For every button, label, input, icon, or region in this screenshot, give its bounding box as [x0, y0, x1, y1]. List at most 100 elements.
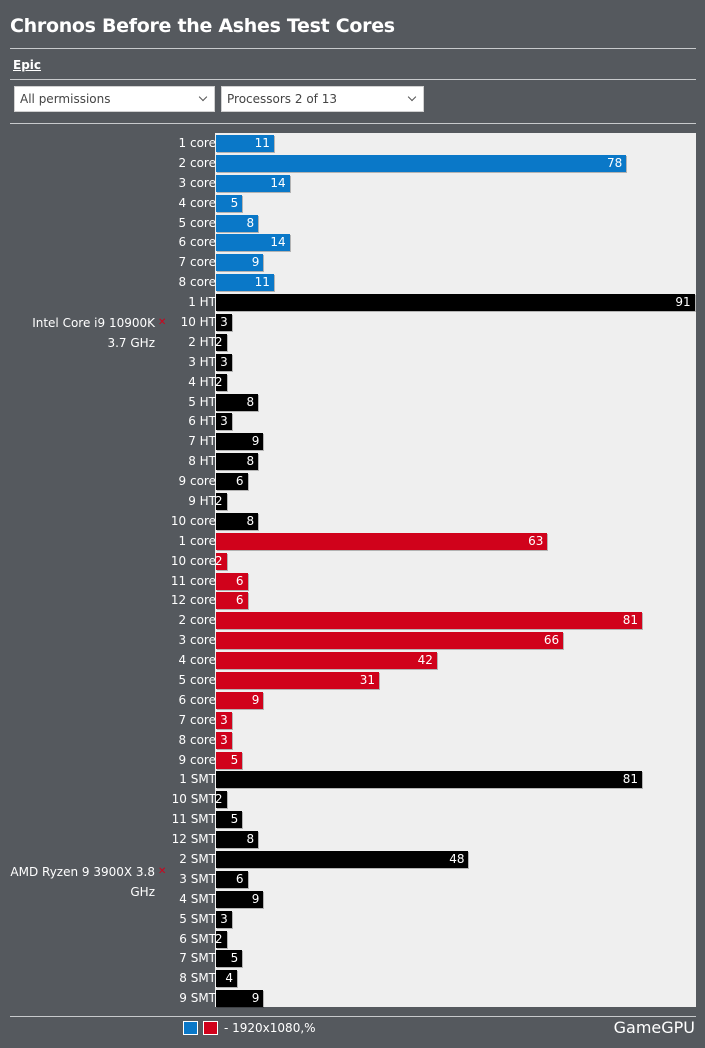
- bar-value-label: 2: [214, 792, 223, 807]
- bar-value-label: 3: [220, 911, 228, 926]
- bar[interactable]: [216, 373, 227, 391]
- bar[interactable]: [216, 910, 232, 928]
- category-label: 1 SMT: [179, 772, 216, 787]
- bar-value-label: 6: [235, 593, 244, 608]
- bar-value-label: 3: [220, 712, 228, 727]
- category-label: 8 HT: [188, 454, 216, 469]
- bar[interactable]: [216, 672, 380, 690]
- category-label: 8 SMT: [179, 971, 216, 986]
- bar[interactable]: [216, 731, 232, 749]
- bar[interactable]: [216, 711, 232, 729]
- bar[interactable]: [216, 811, 243, 829]
- bar[interactable]: [216, 274, 274, 292]
- bar-value-label: 14: [270, 175, 286, 190]
- bar[interactable]: [216, 473, 248, 491]
- divider: [10, 79, 696, 80]
- bar-value-label: 4: [225, 971, 234, 986]
- bar-value-label: 5: [230, 752, 239, 767]
- category-label: 9 HT: [188, 494, 216, 509]
- bar[interactable]: [216, 751, 243, 769]
- bar[interactable]: [216, 194, 243, 212]
- bar-value-label: 9: [251, 255, 260, 270]
- bar[interactable]: [216, 990, 264, 1008]
- bar[interactable]: [216, 314, 232, 331]
- bar[interactable]: [216, 970, 238, 988]
- bar[interactable]: [216, 413, 232, 431]
- bar-value-label: 14: [270, 235, 286, 250]
- chevron-down-icon: [198, 92, 208, 102]
- category-label: 10 HT: [180, 315, 216, 329]
- bar[interactable]: [216, 433, 264, 451]
- category-label: 4 HT: [188, 374, 216, 389]
- bar-value-label: 3: [220, 414, 228, 429]
- bar[interactable]: [216, 632, 564, 650]
- bar[interactable]: [216, 453, 259, 471]
- bar[interactable]: [216, 353, 232, 371]
- bar-value-label: 9: [251, 692, 260, 707]
- bar[interactable]: [216, 512, 259, 530]
- bar[interactable]: [216, 791, 227, 809]
- bar-value-label: 2: [214, 374, 223, 389]
- bar[interactable]: [216, 174, 290, 192]
- bar-value-label: 5: [230, 951, 239, 966]
- bar[interactable]: [216, 393, 259, 411]
- bar-value-label: 2: [214, 931, 223, 946]
- category-label: 7 HT: [188, 434, 216, 449]
- bar-value-label: 11: [254, 275, 270, 290]
- category-label: 2 core: [178, 155, 216, 170]
- legend-label: - 1920x1080,%: [224, 1021, 316, 1035]
- plot-area: [215, 133, 696, 1007]
- category-label: 10 core: [170, 513, 216, 528]
- bar[interactable]: [216, 930, 227, 948]
- category-label: 12 core: [170, 593, 216, 608]
- bar[interactable]: [216, 493, 227, 511]
- bar[interactable]: [216, 254, 264, 272]
- category-label: 2 HT: [188, 334, 216, 349]
- processors-select-value: Processors 2 of 13: [227, 92, 337, 106]
- category-label: 2 SMT: [179, 852, 216, 867]
- bar[interactable]: [216, 294, 695, 312]
- bar[interactable]: [216, 135, 274, 152]
- bar[interactable]: [216, 532, 548, 550]
- bar-value-label: 6: [235, 474, 244, 489]
- bar[interactable]: [216, 572, 248, 590]
- bar[interactable]: [216, 234, 290, 252]
- permissions-select-value: All permissions: [20, 92, 111, 106]
- category-label: 9 SMT: [179, 991, 216, 1006]
- bar[interactable]: [216, 333, 227, 351]
- category-label: 1 core: [178, 533, 216, 548]
- category-label: 6 SMT: [179, 931, 216, 946]
- bar-value-label: 2: [214, 553, 223, 568]
- page-title: Chronos Before the Ashes Test Cores: [10, 15, 395, 37]
- bar-value-label: 11: [254, 136, 270, 150]
- group-label: Intel Core i9 10900K 3.7 GHz: [32, 315, 155, 350]
- bar[interactable]: [216, 890, 264, 908]
- bar[interactable]: [216, 950, 243, 968]
- bar[interactable]: [216, 691, 264, 709]
- bar[interactable]: [216, 214, 259, 232]
- category-label: 6 core: [178, 692, 216, 707]
- bar[interactable]: [216, 771, 643, 789]
- bar[interactable]: [216, 552, 227, 570]
- bar[interactable]: [216, 154, 627, 172]
- bar[interactable]: [216, 652, 437, 670]
- bar-value-label: 3: [220, 732, 228, 747]
- bar[interactable]: [216, 592, 248, 610]
- bar-value-label: 5: [230, 812, 239, 827]
- bar[interactable]: [216, 612, 643, 630]
- tab-epic[interactable]: Epic: [13, 58, 42, 72]
- category-label: 5 core: [178, 215, 216, 230]
- bar[interactable]: [216, 831, 259, 849]
- category-label: 10 core: [170, 553, 216, 568]
- x-mark-icon: ✕: [158, 866, 167, 878]
- bar-value-label: 42: [417, 653, 433, 668]
- category-label: 5 SMT: [179, 911, 216, 926]
- divider: [10, 48, 696, 49]
- permissions-select[interactable]: All permissions: [14, 86, 215, 112]
- bar[interactable]: [216, 851, 469, 869]
- bar-value-label: 48: [449, 852, 465, 867]
- bar-value-label: 63: [528, 533, 544, 548]
- bar[interactable]: [216, 870, 248, 888]
- bar-value-label: 9: [251, 891, 260, 906]
- processors-select[interactable]: Processors 2 of 13: [221, 86, 424, 112]
